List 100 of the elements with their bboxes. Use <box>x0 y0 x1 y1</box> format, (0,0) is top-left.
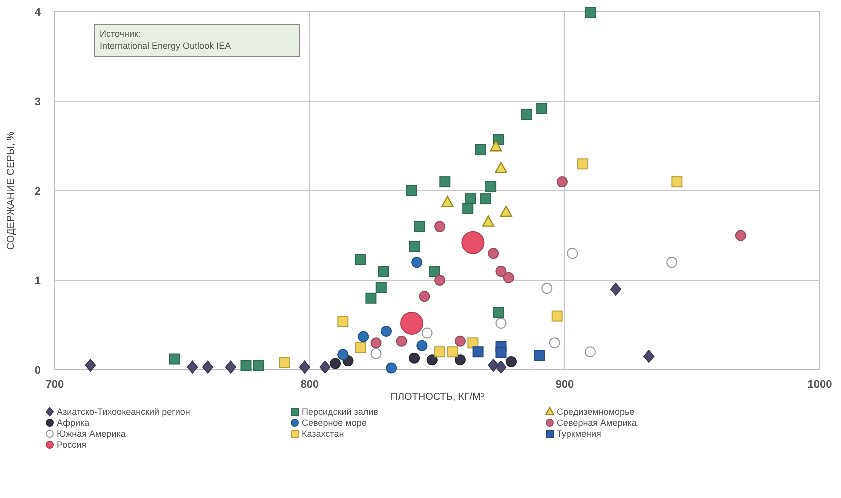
point <box>496 347 507 358</box>
point <box>429 266 440 278</box>
point <box>475 144 486 156</box>
point <box>376 282 387 294</box>
point <box>434 275 446 286</box>
point <box>462 231 485 254</box>
legend-label: Средиземноморье <box>557 407 635 417</box>
legend-label: Персидский залив <box>302 407 379 417</box>
point <box>409 240 420 252</box>
point <box>426 354 438 366</box>
point <box>506 356 517 368</box>
point <box>500 206 512 218</box>
point <box>552 310 563 322</box>
point <box>577 158 588 170</box>
point <box>396 336 408 347</box>
point <box>414 221 426 232</box>
point <box>644 350 655 364</box>
point <box>400 312 424 335</box>
point <box>496 360 507 374</box>
point <box>585 7 596 18</box>
y-tick-label: 1 <box>34 275 41 288</box>
point <box>536 103 548 114</box>
x-tick-label: 800 <box>300 379 320 391</box>
x-tick-label: 900 <box>556 379 574 391</box>
point <box>567 248 578 260</box>
point <box>482 216 495 227</box>
point <box>496 266 507 278</box>
point <box>378 266 390 278</box>
point <box>521 109 532 120</box>
point <box>299 360 310 374</box>
point <box>465 194 476 205</box>
point <box>386 362 398 374</box>
legend-label: Казахстан <box>302 429 344 439</box>
legend-label: Южная Америка <box>57 429 126 439</box>
x-tick-label: 700 <box>46 379 64 391</box>
point <box>493 307 504 318</box>
legend-label: Северная Америка <box>557 418 637 428</box>
point <box>356 342 366 354</box>
point <box>254 360 264 372</box>
point <box>735 230 746 242</box>
point <box>356 254 366 266</box>
point <box>534 350 545 362</box>
point <box>666 257 678 268</box>
point <box>370 338 382 349</box>
point <box>169 354 180 365</box>
point <box>85 359 96 372</box>
point <box>240 360 252 372</box>
point <box>503 272 514 284</box>
point <box>370 348 382 360</box>
y-tick-label: 0 <box>34 364 41 377</box>
point <box>486 181 497 192</box>
y-axis-title: СОДЕРЖАНИЕ СЕРЫ, % <box>6 132 17 250</box>
point <box>496 318 507 329</box>
point <box>406 186 418 196</box>
y-tick-label: 3 <box>34 96 41 108</box>
point <box>412 257 423 268</box>
y-tick-label: 2 <box>34 186 41 198</box>
point <box>330 358 341 370</box>
point <box>468 338 479 349</box>
x-axis-title: ПЛОТНОСТЬ, КГ/М³ <box>390 392 485 403</box>
point <box>279 357 290 368</box>
point <box>416 340 428 352</box>
point <box>542 283 553 294</box>
point <box>490 140 502 152</box>
point <box>610 282 622 296</box>
legend-label: Россия <box>57 440 87 450</box>
point <box>488 248 500 260</box>
point <box>409 352 420 364</box>
point <box>480 194 492 205</box>
point <box>672 176 683 188</box>
point <box>338 349 349 360</box>
point <box>462 203 474 214</box>
point <box>366 292 377 304</box>
point <box>381 326 392 338</box>
point <box>472 346 484 358</box>
point <box>454 354 466 366</box>
point <box>225 360 236 374</box>
point <box>422 328 433 339</box>
point <box>320 360 331 374</box>
point <box>454 336 466 347</box>
point <box>440 176 451 188</box>
point <box>434 346 446 358</box>
point <box>419 291 430 302</box>
legend-label: Азиатско-Тихоокеанский регион <box>57 407 190 417</box>
point <box>187 360 198 374</box>
point <box>495 162 508 174</box>
point <box>447 346 458 358</box>
point <box>358 331 370 342</box>
y-tick-label: 4 <box>34 6 42 19</box>
legend-label: Туркмения <box>557 429 602 439</box>
x-tick-label: 1000 <box>808 379 832 391</box>
point <box>442 196 454 208</box>
legend-label: Африка <box>57 418 90 428</box>
point <box>585 346 596 358</box>
point <box>338 316 349 328</box>
legend-label: Северное море <box>302 418 367 428</box>
point <box>549 338 560 349</box>
point <box>434 221 446 232</box>
annotation: Источник: International Energy Outlook IEA <box>100 29 232 51</box>
point <box>202 360 214 374</box>
